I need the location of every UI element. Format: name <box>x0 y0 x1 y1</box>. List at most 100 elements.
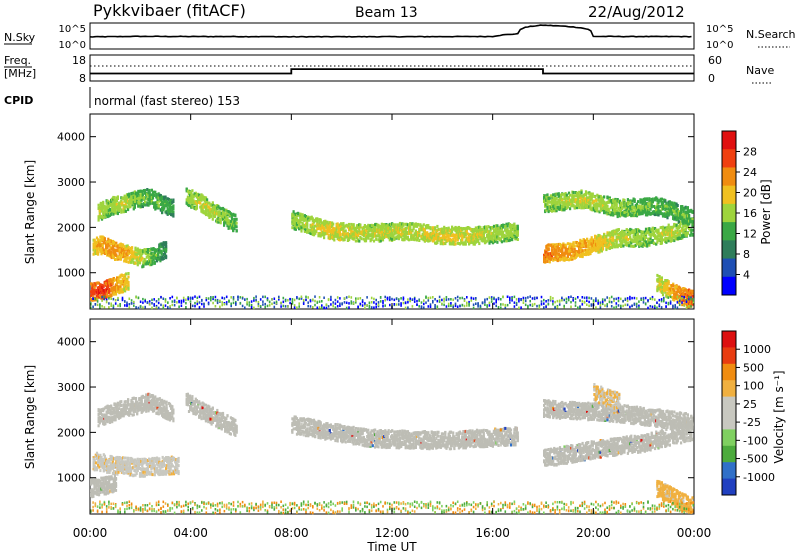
heat-cell <box>451 225 454 229</box>
heat-cell <box>112 212 115 216</box>
heat-cell <box>104 212 107 216</box>
heat-cell <box>500 224 503 227</box>
heat-cell <box>194 194 197 198</box>
heat-cell <box>644 240 648 244</box>
heat-cell <box>124 205 127 209</box>
heat-cell <box>213 211 217 215</box>
heat-cell <box>100 235 103 239</box>
heat-cell <box>142 260 145 264</box>
nsearch-tick-top: 10^5 <box>706 24 733 35</box>
heat-cell <box>114 203 117 207</box>
heat-cell <box>138 257 142 261</box>
heat-cell <box>691 233 694 237</box>
heat-cell <box>126 279 129 283</box>
heat-cell <box>514 227 517 231</box>
heat-cell <box>638 244 641 248</box>
heat-cell <box>153 248 156 252</box>
heat-cell <box>546 193 549 197</box>
heat-cell <box>596 241 599 245</box>
heat-cell <box>136 194 139 198</box>
heat-cell <box>464 233 467 237</box>
heat-cell <box>405 226 408 230</box>
heat-cell <box>609 245 612 249</box>
heat-cell <box>136 252 139 256</box>
heat-cell <box>172 210 175 214</box>
freq-tick-bottom: 8 <box>79 72 86 85</box>
heat-cell <box>294 222 297 226</box>
heat-cell <box>165 248 168 251</box>
heat-cell <box>634 229 637 233</box>
freq-panel-frame <box>89 54 695 82</box>
heat-cell <box>131 198 134 202</box>
heat-cell <box>607 244 610 248</box>
heat-cell <box>97 243 100 247</box>
heat-cell <box>99 240 102 244</box>
heat-cell <box>659 238 662 242</box>
heat-cell <box>326 220 329 224</box>
heat-cell <box>561 192 564 196</box>
heat-cell <box>294 213 297 216</box>
heat-cell <box>596 208 599 212</box>
heat-cell <box>500 235 503 239</box>
heat-cell <box>159 208 162 212</box>
heat-cell <box>626 198 629 202</box>
heat-cell <box>631 202 634 206</box>
heat-cell <box>166 206 169 210</box>
heat-cell <box>202 209 205 213</box>
heat-cell <box>234 220 237 224</box>
heat-cell <box>403 238 406 242</box>
heat-cell <box>132 252 135 256</box>
heat-cell <box>552 252 555 256</box>
heat-cell <box>368 234 371 238</box>
heat-cell <box>439 241 442 245</box>
heat-cell <box>575 253 578 257</box>
heat-cell <box>646 242 649 246</box>
heat-cell <box>556 192 559 196</box>
heat-cell <box>291 215 294 219</box>
heat-cell <box>500 240 503 244</box>
heat-cell <box>486 235 489 239</box>
nsky-tick-bottom: 10^0 <box>59 40 86 51</box>
heat-cell <box>228 210 231 214</box>
heat-cell <box>544 194 547 198</box>
heat-cell <box>146 192 149 196</box>
heat-cell <box>434 233 437 237</box>
heat-cell <box>683 228 686 232</box>
heat-cell <box>684 223 687 227</box>
heat-cell <box>91 286 94 290</box>
heat-cell <box>655 242 658 246</box>
heat-cell <box>632 229 635 233</box>
heat-cell <box>158 248 161 252</box>
heat-cell <box>458 229 462 233</box>
heat-cell <box>368 227 371 231</box>
heat-cell <box>410 234 413 238</box>
heat-cell <box>207 201 210 205</box>
heat-cell <box>336 234 339 238</box>
heat-cell <box>589 248 592 252</box>
heat-cell <box>601 244 605 248</box>
heat-cell <box>104 214 107 218</box>
heat-cell <box>326 227 329 231</box>
heat-cell <box>115 206 118 209</box>
heat-cell <box>116 279 119 283</box>
heat-cell <box>505 229 508 233</box>
heat-cell <box>515 224 518 228</box>
heat-cell <box>102 285 105 288</box>
heat-cell <box>626 202 629 206</box>
heat-cell <box>308 230 311 234</box>
heat-cell <box>117 208 121 212</box>
heat-cell <box>381 238 385 242</box>
heat-cell <box>603 195 606 199</box>
heat-cell <box>473 242 476 246</box>
heat-cell <box>646 230 649 234</box>
heat-cell <box>652 241 656 245</box>
heat-cell <box>462 235 465 239</box>
heat-cell <box>672 235 675 239</box>
heat-cell <box>627 244 631 248</box>
heat-cell <box>458 242 462 246</box>
heat-cell <box>546 205 549 208</box>
heat-cell <box>557 207 560 211</box>
heat-cell <box>663 230 666 234</box>
heat-cell <box>571 247 574 251</box>
heat-cell <box>506 224 509 228</box>
